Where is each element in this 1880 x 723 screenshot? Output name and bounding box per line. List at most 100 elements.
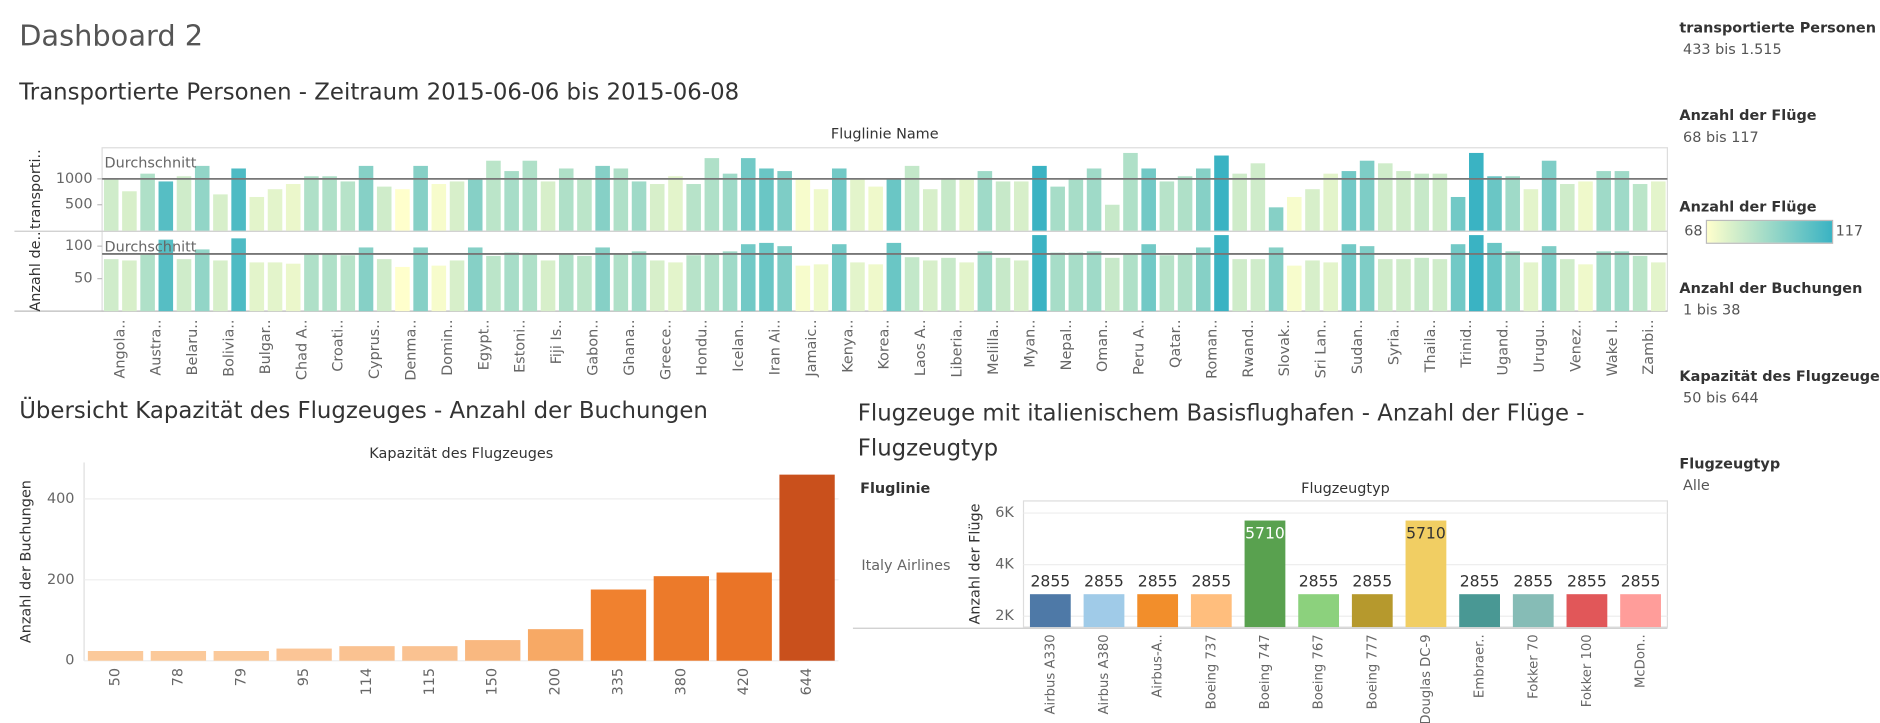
x-tick-label: Nepal.. (1059, 320, 1075, 371)
value-label: 5710 (1245, 524, 1285, 542)
x-tick-label: 150 (485, 668, 501, 696)
bar (1305, 260, 1320, 312)
bar (722, 251, 738, 312)
bar (1287, 265, 1302, 312)
bar (1177, 253, 1193, 312)
bar (1068, 252, 1084, 312)
filter[interactable]: Anzahl der Flüge 68 bis 117 (1679, 107, 1816, 145)
bar (831, 168, 847, 231)
bar (527, 629, 584, 661)
value-label: 2855 (1030, 573, 1070, 591)
bar (1141, 244, 1156, 312)
x-tick-label: Bolivia.. (222, 320, 238, 377)
bar (1414, 257, 1429, 312)
column-header: Kapazität des Flugzeuges (369, 446, 553, 462)
filter-value: 50 bis 644 (1683, 389, 1759, 407)
bar (850, 178, 865, 231)
bar (1505, 251, 1520, 312)
bar (558, 253, 574, 312)
filter-value: 1 bis 38 (1683, 301, 1741, 319)
bar (922, 189, 938, 231)
x-tick-label: 335 (610, 668, 626, 696)
bar (1432, 259, 1448, 312)
bar (376, 186, 392, 231)
bar (465, 640, 521, 661)
x-tick-label: Thaila.. (1423, 320, 1439, 374)
x-tick-label: 95 (296, 668, 312, 686)
value-label: 2855 (1352, 573, 1392, 591)
x-tick-label: Trinid.. (1459, 320, 1475, 369)
bar (1578, 181, 1593, 231)
filter[interactable]: Anzahl der Buchungen 1 bis 38 (1679, 280, 1862, 318)
value-label: 2855 (1460, 573, 1500, 591)
bar (1214, 155, 1229, 231)
bar (1323, 262, 1338, 312)
bar (1298, 594, 1340, 628)
bar (1632, 255, 1648, 312)
bar (249, 196, 265, 231)
reference-label: Durchschnitt (105, 239, 197, 255)
x-tick-label: Estoni.. (513, 320, 529, 373)
bar (850, 262, 865, 312)
bar (467, 178, 483, 231)
x-tick-label: Laos A.. (913, 320, 929, 377)
bar (522, 160, 538, 231)
bar (813, 189, 829, 231)
bar (1190, 594, 1232, 628)
x-tick-label: Chad A.. (294, 320, 310, 381)
y-tick-label: 4K (995, 557, 1014, 573)
bar (1013, 181, 1029, 231)
x-tick-label: Douglas DC-9 (1419, 634, 1434, 723)
x-tick-label: Greece.. (658, 320, 674, 380)
bar (1232, 259, 1247, 312)
x-tick-label: Fokker 100 (1580, 634, 1595, 707)
bar (176, 259, 192, 312)
value-label: 2855 (1567, 573, 1607, 591)
bar (941, 178, 956, 231)
x-tick-label: Cyprus.. (367, 320, 383, 379)
x-tick-label: Liberia.. (950, 320, 966, 378)
x-tick-label: Myan.. (1022, 320, 1038, 368)
bar (340, 255, 356, 312)
x-tick-label: Ugand.. (1496, 320, 1512, 376)
x-tick-label: Denma.. (404, 320, 420, 381)
filter[interactable]: Kapazität des Flugzeuges 50 bis 644 (1679, 368, 1880, 406)
y-tick-label: 6K (995, 505, 1014, 521)
bar (486, 160, 501, 231)
x-tick-label: Fiji Is.. (549, 320, 565, 365)
bar (1450, 244, 1466, 312)
bar (995, 257, 1011, 312)
bar (1351, 594, 1393, 628)
bar (304, 253, 319, 312)
filter[interactable]: Flugzeugtyp Alle (1679, 455, 1780, 493)
bar (486, 255, 501, 312)
bar (795, 178, 811, 231)
bar (231, 238, 246, 312)
y-tick-label: 2K (995, 608, 1014, 624)
bar (249, 262, 265, 312)
filter[interactable]: transportierte Personen 433 bis 1.515 (1679, 19, 1876, 57)
bar (1068, 178, 1084, 231)
x-tick-label: Austra.. (149, 320, 165, 376)
x-tick-label: Gabon.. (586, 320, 602, 376)
x-tick-label: Egypt.. (476, 320, 492, 371)
filter-title: transportierte Personen (1679, 19, 1876, 37)
bar (1396, 259, 1411, 312)
bar (467, 247, 483, 312)
x-tick-label: 644 (799, 668, 815, 695)
bar (158, 181, 174, 231)
x-tick-label: Icelan.. (731, 320, 747, 372)
legend-max: 117 (1835, 222, 1864, 240)
bar (722, 173, 738, 231)
bar (1195, 168, 1211, 231)
bar (267, 262, 283, 312)
bar (122, 191, 137, 231)
value-label: 2855 (1513, 573, 1553, 591)
x-tick-label: Airbus A330 (1043, 634, 1058, 714)
x-tick-label: 114 (359, 668, 375, 696)
x-tick-label: 79 (233, 668, 249, 686)
bar (590, 589, 647, 661)
bar (1214, 235, 1229, 312)
bar (759, 242, 774, 312)
